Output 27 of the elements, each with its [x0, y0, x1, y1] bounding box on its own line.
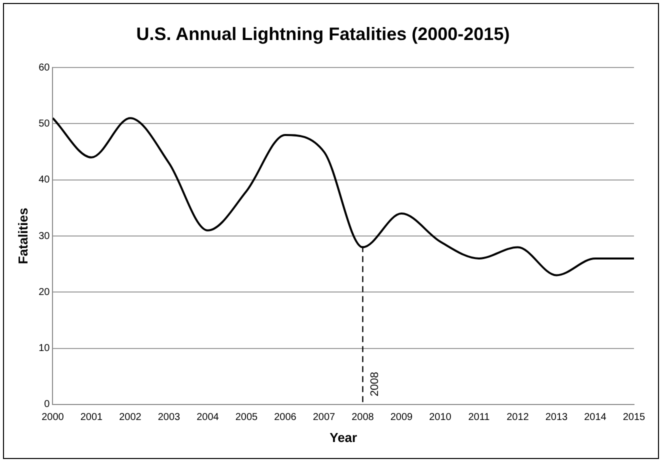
x-tick-label: 2002	[119, 412, 142, 424]
x-tick-label: 2004	[196, 412, 220, 424]
x-tick-label: 2014	[584, 412, 607, 424]
x-tick-label: 2013	[545, 412, 568, 424]
x-tick-label: 2010	[429, 412, 452, 424]
y-tick-label: 0	[44, 399, 50, 410]
y-tick-label: 20	[38, 286, 50, 298]
y-tick-label: 60	[38, 62, 50, 74]
y-axis-title: Fatalities	[15, 208, 30, 264]
x-tick-label: 2007	[312, 412, 336, 424]
y-tick-label: 10	[38, 343, 50, 354]
x-tick-label: 2011	[468, 412, 490, 424]
x-tick-label: 2000	[42, 412, 64, 424]
x-tick-label: 2003	[158, 412, 181, 424]
x-tick-label: 2009	[390, 412, 414, 424]
ref-line-label: 2008	[368, 372, 381, 396]
chart-title: U.S. Annual Lightning Fatalities (2000-2015)	[136, 24, 510, 44]
y-tick-label: 30	[38, 230, 50, 242]
x-tick-label: 2015	[622, 412, 646, 424]
x-tick-label: 2005	[235, 412, 258, 424]
y-tick-label: 50	[38, 118, 50, 130]
x-tick-label: 2001	[80, 412, 104, 424]
x-axis-title: Year	[330, 430, 358, 445]
x-tick-label: 2012	[506, 412, 530, 424]
x-tick-label: 2006	[274, 412, 297, 424]
y-tick-label: 40	[38, 174, 50, 186]
x-tick-label: 2008	[352, 412, 374, 424]
